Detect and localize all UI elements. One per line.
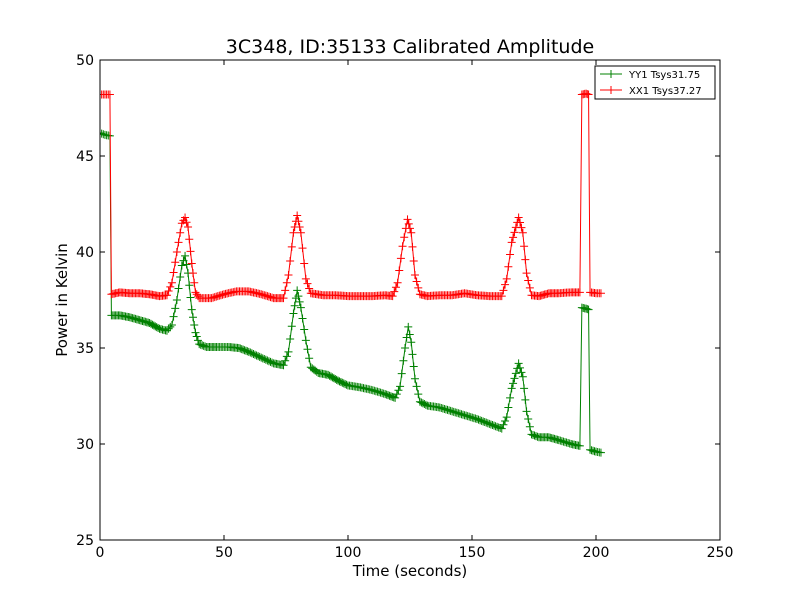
series-yy1 — [100, 128, 605, 457]
y-tick-label: 45 — [76, 149, 94, 165]
y-tick-label: 50 — [76, 53, 94, 69]
series-markers — [100, 128, 605, 457]
x-tick-label: 0 — [96, 545, 105, 561]
x-tick-label: 250 — [707, 545, 734, 561]
y-tick-label: 25 — [76, 533, 94, 549]
y-tick-label: 30 — [76, 437, 94, 453]
legend-marker-yy1 — [607, 70, 615, 78]
x-axis-label: Time (seconds) — [352, 562, 468, 580]
y-tick-label: 35 — [76, 341, 94, 357]
x-tick-label: 150 — [459, 545, 486, 561]
x-tick-label: 50 — [215, 545, 233, 561]
chart-title: 3C348, ID:35133 Calibrated Amplitude — [226, 36, 594, 58]
legend-marker-xx1 — [607, 86, 615, 94]
x-tick-label: 100 — [335, 545, 362, 561]
y-axis-label: Power in Kelvin — [53, 243, 71, 357]
plot-area-frame — [99, 59, 721, 541]
series-markers — [100, 89, 605, 303]
series-xx1 — [100, 89, 605, 303]
legend-label-xx1: XX1 Tsys37.27 — [629, 86, 702, 97]
legend: YY1 Tsys31.75 XX1 Tsys37.27 — [594, 65, 716, 100]
legend-label-yy1: YY1 Tsys31.75 — [628, 70, 700, 81]
legend-frame — [594, 65, 716, 100]
x-tick-label: 200 — [583, 545, 610, 561]
y-tick-label: 40 — [76, 245, 94, 261]
